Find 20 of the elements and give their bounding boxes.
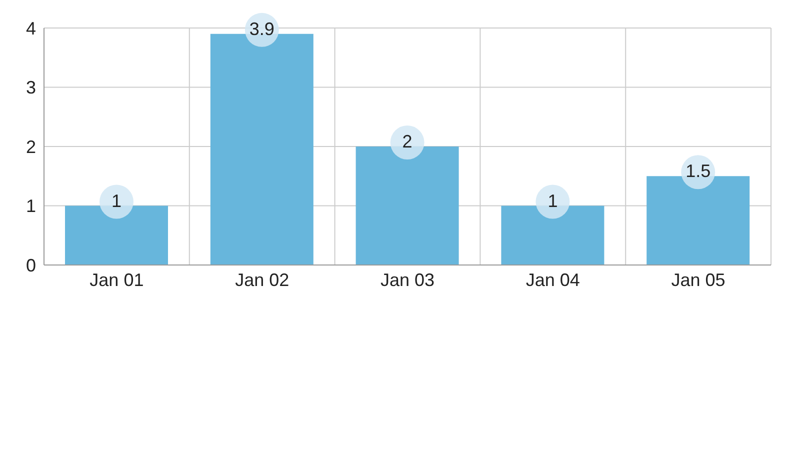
data-label: 1 (111, 190, 122, 211)
bar (646, 176, 750, 265)
data-label: 3.9 (249, 18, 274, 39)
y-tick-label: 4 (26, 18, 36, 38)
y-tick-label: 2 (26, 136, 36, 157)
x-tick-label: Jan 04 (526, 270, 580, 290)
y-tick-label: 3 (26, 78, 36, 98)
bar (65, 206, 168, 265)
x-tick-label: Jan 01 (90, 270, 144, 290)
bar (356, 146, 459, 265)
x-tick-label: Jan 02 (235, 270, 290, 290)
data-label: 1 (548, 190, 558, 211)
y-tick-label: 1 (26, 196, 36, 216)
y-tick-label: 0 (26, 255, 36, 276)
bar (501, 206, 604, 265)
bar (210, 34, 314, 265)
data-label: 2 (402, 132, 412, 152)
data-label: 1.5 (686, 161, 711, 182)
x-tick-label: Jan 03 (380, 270, 435, 290)
x-tick-label: Jan 05 (671, 270, 726, 290)
